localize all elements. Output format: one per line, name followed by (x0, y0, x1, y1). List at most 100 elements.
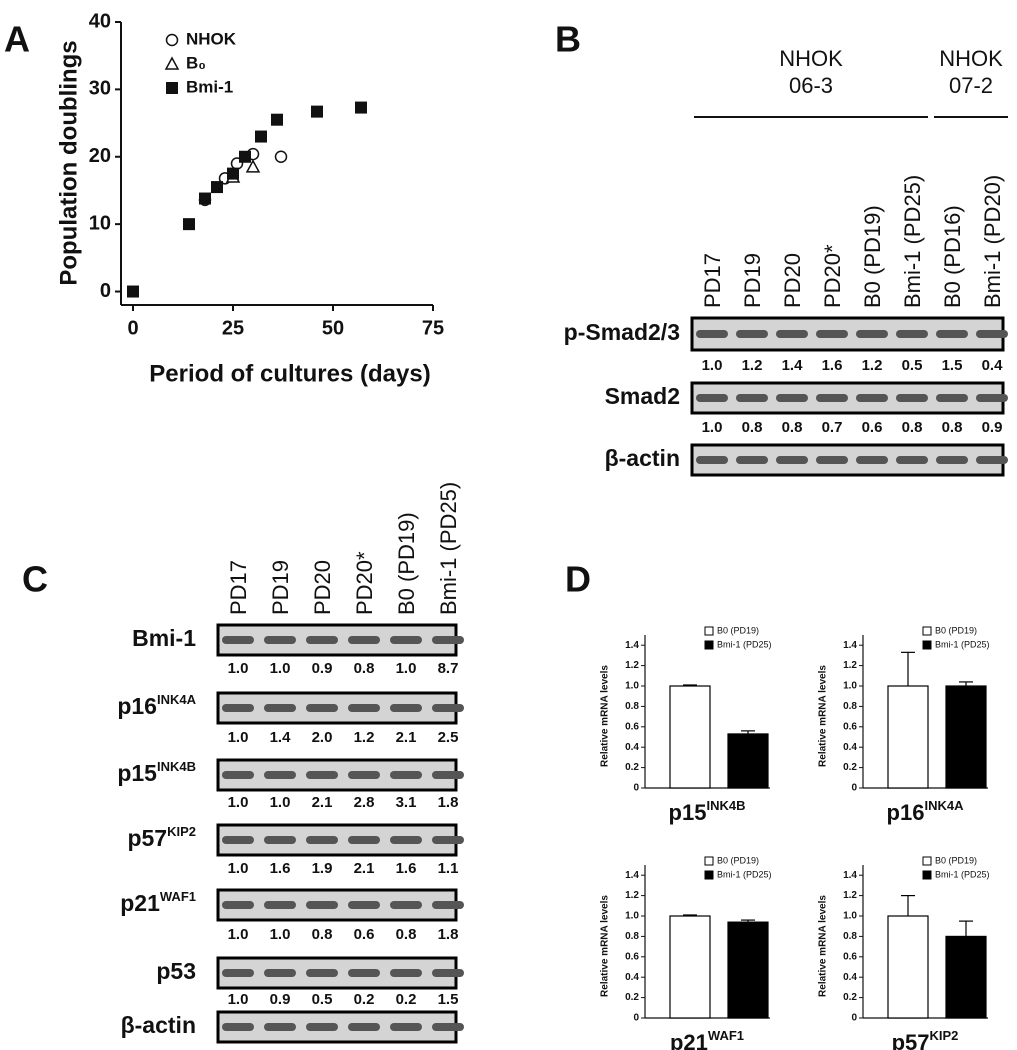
title-superscript: WAF1 (708, 1028, 744, 1043)
band (696, 456, 728, 464)
band (222, 1023, 254, 1031)
quantification: 1.0 (228, 860, 249, 877)
chart-title: p21WAF1 (670, 1028, 744, 1050)
band (348, 901, 380, 909)
lane-label: B0 (PD19) (860, 205, 885, 308)
quantification: 0.8 (396, 926, 417, 943)
legend-label: Bmi-1 (PD25) (717, 869, 772, 879)
band (348, 636, 380, 644)
y-tick-label: 0 (633, 1013, 639, 1024)
quantification: 0.9 (312, 660, 333, 677)
quantification: 1.0 (228, 991, 249, 1008)
title-superscript: INK4A (924, 798, 964, 813)
row-label: p15INK4B (117, 759, 196, 786)
quantification: 1.0 (270, 926, 291, 943)
title-base: p15 (669, 800, 707, 825)
quantification: 1.5 (438, 991, 459, 1008)
chart-title: p57KIP2 (892, 1028, 959, 1050)
title-superscript: INK4B (706, 798, 745, 813)
panel-label: C (22, 559, 48, 600)
row-label-base: p16 (117, 693, 157, 719)
legend-label: B₀ (186, 53, 206, 72)
error-bar (901, 894, 915, 916)
band (736, 330, 768, 338)
legend-swatch (922, 626, 932, 636)
quantification: 1.2 (742, 357, 763, 374)
marker (211, 181, 223, 194)
y-tick-label: 1.0 (625, 681, 639, 692)
quantification: 1.6 (270, 860, 291, 877)
y-axis-title: Relative mRNA levels (600, 665, 611, 767)
bar (887, 685, 929, 789)
quantification: 2.1 (396, 729, 417, 746)
lane-label: PD19 (740, 253, 765, 308)
band (856, 330, 888, 338)
y-tick-label: 0 (851, 1013, 857, 1024)
y-tick-label: 0.2 (843, 762, 857, 773)
quantification: 2.5 (438, 729, 459, 746)
group-label: 06-3 (789, 73, 833, 98)
band (306, 636, 338, 644)
band (432, 901, 464, 909)
row-label-base: p57 (127, 825, 167, 851)
quantification: 1.2 (862, 357, 883, 374)
row-label: p53 (156, 958, 196, 984)
row-label-base: p21 (120, 890, 160, 916)
legend-label: B0 (PD19) (935, 625, 977, 635)
y-tick-label: 1.4 (843, 640, 857, 651)
y-tick-label: 40 (89, 10, 111, 32)
band (432, 1023, 464, 1031)
row-label-base: β-actin (121, 1012, 196, 1038)
legend-swatch (922, 870, 932, 880)
band (306, 836, 338, 844)
band (776, 456, 808, 464)
quantification: 1.5 (942, 357, 963, 374)
quantification: 8.7 (438, 660, 459, 677)
marker (127, 285, 139, 298)
quantification: 1.6 (396, 860, 417, 877)
quantification: 0.4 (982, 357, 1004, 374)
panel-label: A (4, 19, 30, 60)
band (936, 456, 968, 464)
y-tick-label: 0.4 (625, 742, 639, 753)
group-label: NHOK (779, 46, 843, 71)
lane-label: B0 (PD16) (940, 205, 965, 308)
bar (669, 915, 711, 1019)
y-tick-label: 0.8 (625, 701, 639, 712)
quantification: 3.1 (396, 794, 417, 811)
quantification: 0.8 (942, 419, 963, 436)
marker (199, 192, 211, 205)
y-tick-label: 0.8 (843, 701, 857, 712)
error-bar (683, 914, 697, 916)
marker (274, 150, 288, 164)
y-axis-title: Relative mRNA levels (818, 665, 829, 767)
row-label-base: Bmi-1 (132, 625, 196, 651)
y-tick-label: 0.8 (843, 931, 857, 942)
band (306, 901, 338, 909)
legend-marker (164, 56, 180, 70)
x-tick-label: 0 (127, 317, 138, 339)
band (816, 456, 848, 464)
quantification: 1.0 (702, 419, 723, 436)
quantification: 1.0 (228, 926, 249, 943)
y-tick-label: 1.4 (625, 640, 639, 651)
band (432, 771, 464, 779)
y-tick-label: 1.4 (625, 870, 639, 881)
panel-label: D (565, 559, 591, 600)
row-label: p57KIP2 (127, 824, 196, 851)
bar (945, 685, 987, 789)
y-tick-label: 1.2 (625, 890, 639, 901)
legend-marker (166, 82, 178, 94)
band (390, 969, 422, 977)
legend-swatch (704, 640, 714, 650)
band (976, 394, 1008, 402)
quantification: 1.4 (270, 729, 292, 746)
row-label-superscript: INK4B (157, 759, 196, 774)
bar (887, 915, 929, 1019)
band (816, 330, 848, 338)
band (432, 704, 464, 712)
group-label: 07-2 (949, 73, 993, 98)
y-tick-label: 0.6 (625, 951, 639, 962)
band (776, 394, 808, 402)
band (306, 704, 338, 712)
